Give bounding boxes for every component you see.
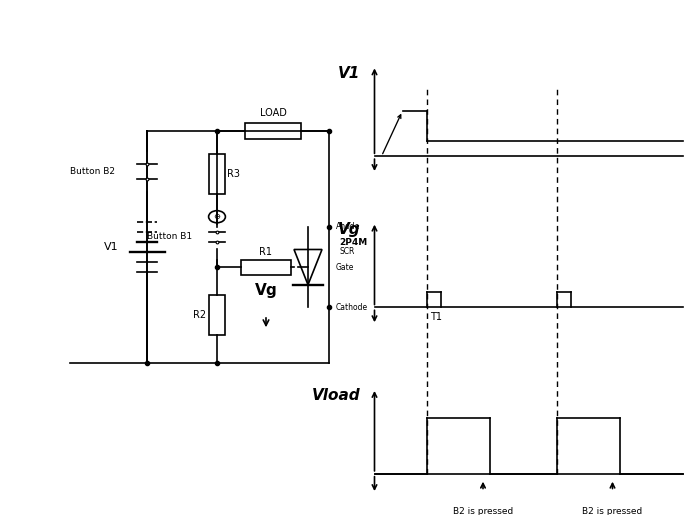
FancyBboxPatch shape [209,295,225,335]
Text: SCR: SCR [340,247,355,256]
Text: $\mathbf{Vg}$: $\mathbf{Vg}$ [254,281,278,300]
Text: V1: V1 [104,242,119,252]
Text: R3: R3 [228,169,241,179]
Text: Anode: Anode [336,222,360,231]
Text: R1: R1 [260,247,272,257]
FancyBboxPatch shape [241,260,290,274]
Text: LOAD: LOAD [260,109,286,118]
Text: B2 is pressed: B2 is pressed [453,507,513,515]
Text: B2 is pressed: B2 is pressed [582,507,643,515]
Text: Vg: Vg [338,222,360,237]
Text: Button B1: Button B1 [148,232,192,242]
FancyBboxPatch shape [209,153,225,194]
Polygon shape [294,249,322,285]
Text: Vload: Vload [312,388,360,403]
Text: T1: T1 [430,313,442,322]
Text: Gate: Gate [336,263,354,271]
Text: 2P4M: 2P4M [340,238,368,247]
FancyBboxPatch shape [245,124,301,139]
Text: V1: V1 [338,65,360,80]
Text: Button B2: Button B2 [70,167,115,176]
Text: $\ominus$: $\ominus$ [213,212,221,221]
Text: Cathode: Cathode [336,303,368,312]
Text: R2: R2 [193,310,206,320]
